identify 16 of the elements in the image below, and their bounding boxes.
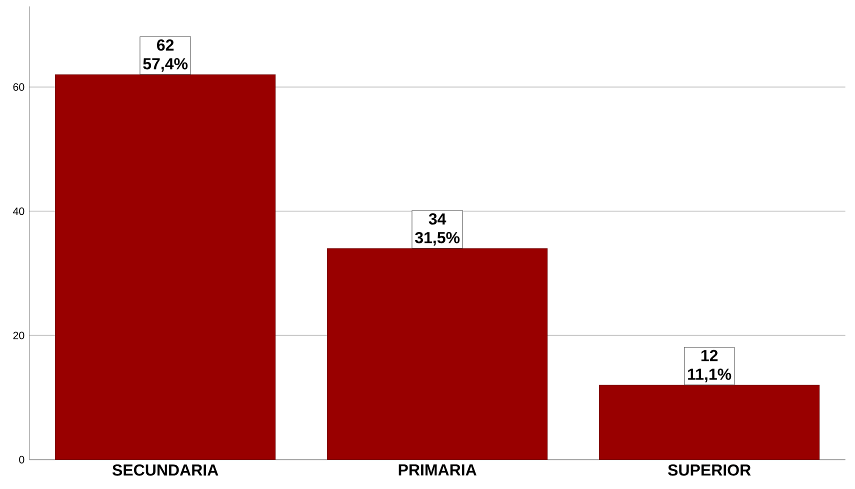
y-tick-label: 0	[19, 456, 24, 464]
x-tick-label: SUPERIOR	[668, 464, 751, 476]
bar	[327, 248, 548, 460]
x-tick-label: SECUNDARIA	[112, 464, 218, 476]
annotation: 57,4%	[143, 58, 188, 72]
x-tick-label: PRIMARIA	[398, 464, 476, 476]
y-tick-label: 20	[13, 332, 24, 340]
bar	[55, 74, 276, 460]
annotation: 31,5%	[415, 232, 460, 246]
data-label: 62	[157, 39, 174, 51]
y-tick-label: 60	[13, 83, 24, 91]
data-label: 34	[428, 213, 446, 225]
annotation: 11,1%	[688, 368, 732, 382]
y-tick-label: 40	[13, 207, 24, 216]
bar	[599, 384, 820, 460]
data-label: 12	[701, 350, 718, 362]
